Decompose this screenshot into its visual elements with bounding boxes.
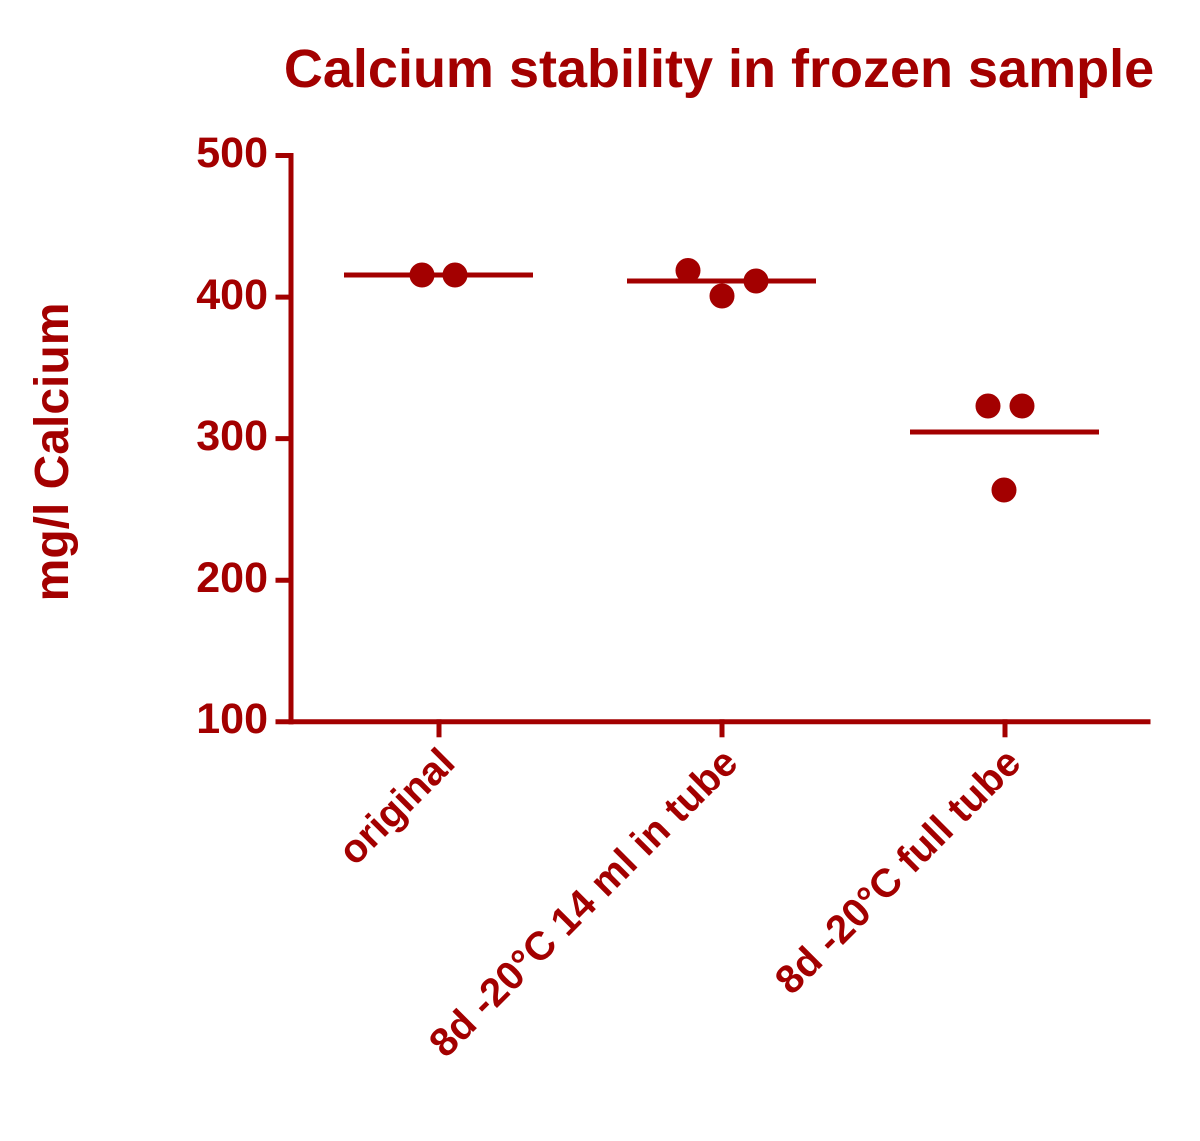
svg-text:8d -20°C full tube: 8d -20°C full tube xyxy=(767,740,1029,1002)
svg-text:mg/l Calcium: mg/l Calcium xyxy=(26,303,79,602)
svg-text:Calcium stability in frozen sa: Calcium stability in frozen sample xyxy=(284,39,1154,99)
svg-text:8d -20°C 14 ml in tube: 8d -20°C 14 ml in tube xyxy=(421,740,746,1065)
svg-text:300: 300 xyxy=(196,412,268,460)
svg-text:original: original xyxy=(330,740,463,873)
svg-text:200: 200 xyxy=(196,554,268,602)
svg-text:500: 500 xyxy=(196,129,268,177)
svg-text:100: 100 xyxy=(196,695,268,743)
svg-text:400: 400 xyxy=(196,271,268,319)
